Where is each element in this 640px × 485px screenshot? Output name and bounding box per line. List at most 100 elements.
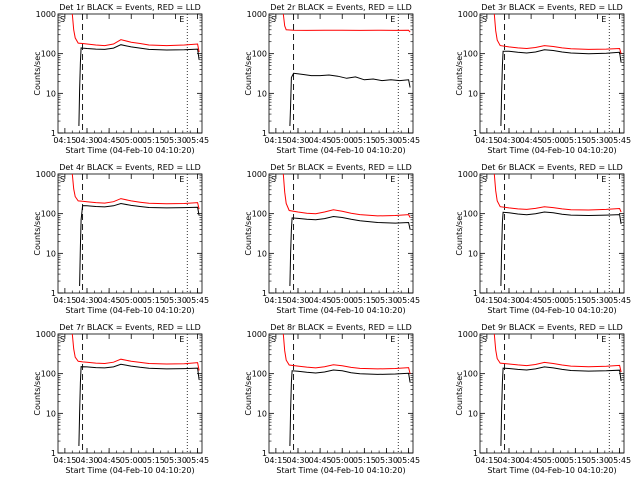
y-axis-label: Counts/sec bbox=[33, 51, 42, 95]
plot-frame bbox=[268, 333, 414, 454]
y-tick-label: 1 bbox=[262, 289, 267, 298]
lld-series-line bbox=[71, 173, 200, 210]
x-axis-label: Start Time (04-Feb-10 04:10:20) bbox=[487, 306, 616, 315]
y-tick-label: 100 bbox=[41, 370, 56, 379]
x-tick-label: 04:15 bbox=[475, 296, 498, 305]
x-tick-label: 04:45 bbox=[309, 456, 332, 465]
lld-series-line bbox=[282, 333, 411, 374]
x-axis-label: Start Time (04-Feb-10 04:10:20) bbox=[276, 466, 405, 475]
x-tick-label: 04:15 bbox=[53, 296, 76, 305]
y-tick-label: 100 bbox=[252, 210, 267, 219]
x-tick-label: 04:45 bbox=[309, 296, 332, 305]
x-tick-label: 05:30 bbox=[375, 136, 398, 145]
events-series-line bbox=[79, 202, 200, 287]
x-tick-label: 05:00 bbox=[331, 296, 354, 305]
x-tick-label: 05:45 bbox=[397, 136, 420, 145]
lld-series-line bbox=[71, 333, 200, 371]
x-tick-label: 04:45 bbox=[520, 136, 543, 145]
lld-series-line bbox=[282, 13, 411, 33]
events-series-line bbox=[500, 49, 622, 127]
plot-frame bbox=[268, 173, 414, 294]
start-marker-label: S bbox=[271, 335, 276, 344]
chart-panel: Det 1r BLACK = Events, RED = LLD 1 10 100 10… bbox=[33, 3, 209, 155]
x-tick-label: 05:15 bbox=[142, 296, 165, 305]
x-tick-label: 05:00 bbox=[120, 456, 143, 465]
y-tick-label: 10 bbox=[468, 409, 478, 418]
x-tick-label: 05:30 bbox=[586, 456, 609, 465]
y-tick-label: 1 bbox=[473, 449, 478, 458]
chart-panel: Det 9r BLACK = Events, RED = LLD 1 10 100 10… bbox=[455, 323, 631, 475]
end-marker-label: E bbox=[390, 335, 395, 344]
x-tick-label: 04:45 bbox=[98, 296, 121, 305]
x-tick-label: 05:15 bbox=[142, 456, 165, 465]
x-tick-label: 05:00 bbox=[331, 456, 354, 465]
chart-title: Det 7r BLACK = Events, RED = LLD bbox=[59, 323, 201, 332]
events-series-line bbox=[289, 369, 411, 447]
x-tick-label: 05:15 bbox=[353, 136, 376, 145]
x-tick-label: 05:30 bbox=[375, 456, 398, 465]
chart-title: Det 9r BLACK = Events, RED = LLD bbox=[481, 323, 623, 332]
y-axis-label: Counts/sec bbox=[244, 211, 253, 255]
start-marker-label: S bbox=[482, 175, 487, 184]
chart-panel: Det 4r BLACK = Events, RED = LLD 1 10 100 10… bbox=[33, 163, 209, 315]
start-marker-label: S bbox=[60, 175, 65, 184]
x-axis-label: Start Time (04-Feb-10 04:10:20) bbox=[65, 466, 194, 475]
y-tick-label: 1 bbox=[51, 449, 56, 458]
y-tick-label: 1000 bbox=[247, 10, 267, 19]
events-series-line bbox=[500, 211, 622, 287]
x-tick-label: 04:15 bbox=[264, 296, 287, 305]
start-marker-label: S bbox=[482, 335, 487, 344]
x-tick-label: 04:45 bbox=[520, 456, 543, 465]
events-series-line bbox=[78, 44, 200, 127]
x-tick-label: 04:30 bbox=[286, 296, 309, 305]
x-tick-label: 05:45 bbox=[608, 136, 631, 145]
y-tick-label: 1000 bbox=[36, 170, 56, 179]
x-tick-label: 05:00 bbox=[120, 136, 143, 145]
events-series-line bbox=[500, 366, 622, 447]
x-tick-label: 04:30 bbox=[75, 456, 98, 465]
y-tick-label: 1 bbox=[473, 129, 478, 138]
x-tick-label: 04:45 bbox=[520, 296, 543, 305]
start-marker-label: S bbox=[482, 15, 487, 24]
x-axis-label: Start Time (04-Feb-10 04:10:20) bbox=[65, 146, 194, 155]
y-axis-label: Counts/sec bbox=[455, 211, 464, 255]
y-tick-label: 10 bbox=[46, 89, 56, 98]
y-axis-label: Counts/sec bbox=[244, 371, 253, 415]
x-axis-label: Start Time (04-Feb-10 04:10:20) bbox=[276, 306, 405, 315]
y-axis-label: Counts/sec bbox=[33, 211, 42, 255]
y-tick-label: 1 bbox=[473, 289, 478, 298]
end-marker-label: E bbox=[179, 335, 184, 344]
chart-title: Det 3r BLACK = Events, RED = LLD bbox=[481, 3, 623, 12]
y-tick-label: 10 bbox=[257, 249, 267, 258]
y-tick-label: 100 bbox=[463, 50, 478, 59]
y-tick-label: 100 bbox=[41, 210, 56, 219]
y-tick-label: 10 bbox=[468, 89, 478, 98]
chart-title: Det 4r BLACK = Events, RED = LLD bbox=[59, 163, 201, 172]
chart-panel: Det 6r BLACK = Events, RED = LLD 1 10 100 10… bbox=[455, 163, 631, 315]
chart-title: Det 2r BLACK = Events, RED = LLD bbox=[270, 3, 412, 12]
chart-title: Det 1r BLACK = Events, RED = LLD bbox=[59, 3, 201, 12]
y-tick-label: 1000 bbox=[247, 170, 267, 179]
y-tick-label: 1000 bbox=[458, 170, 478, 179]
events-series-line bbox=[78, 363, 200, 447]
start-marker-label: S bbox=[60, 15, 65, 24]
lld-series-line bbox=[282, 173, 411, 218]
x-tick-label: 05:00 bbox=[331, 136, 354, 145]
x-tick-label: 04:30 bbox=[497, 296, 520, 305]
x-tick-label: 04:30 bbox=[497, 136, 520, 145]
chart-title: Det 5r BLACK = Events, RED = LLD bbox=[270, 163, 412, 172]
chart-title: Det 8r BLACK = Events, RED = LLD bbox=[270, 323, 412, 332]
y-axis-label: Counts/sec bbox=[455, 371, 464, 415]
x-tick-label: 05:45 bbox=[186, 136, 209, 145]
y-tick-label: 10 bbox=[257, 409, 267, 418]
y-tick-label: 1 bbox=[51, 289, 56, 298]
x-tick-label: 04:45 bbox=[98, 456, 121, 465]
plot-frame bbox=[57, 173, 203, 294]
plot-frame bbox=[479, 173, 625, 294]
x-tick-label: 05:45 bbox=[186, 456, 209, 465]
y-tick-label: 10 bbox=[468, 249, 478, 258]
plot-frame bbox=[479, 13, 625, 134]
y-axis-label: Counts/sec bbox=[244, 51, 253, 95]
